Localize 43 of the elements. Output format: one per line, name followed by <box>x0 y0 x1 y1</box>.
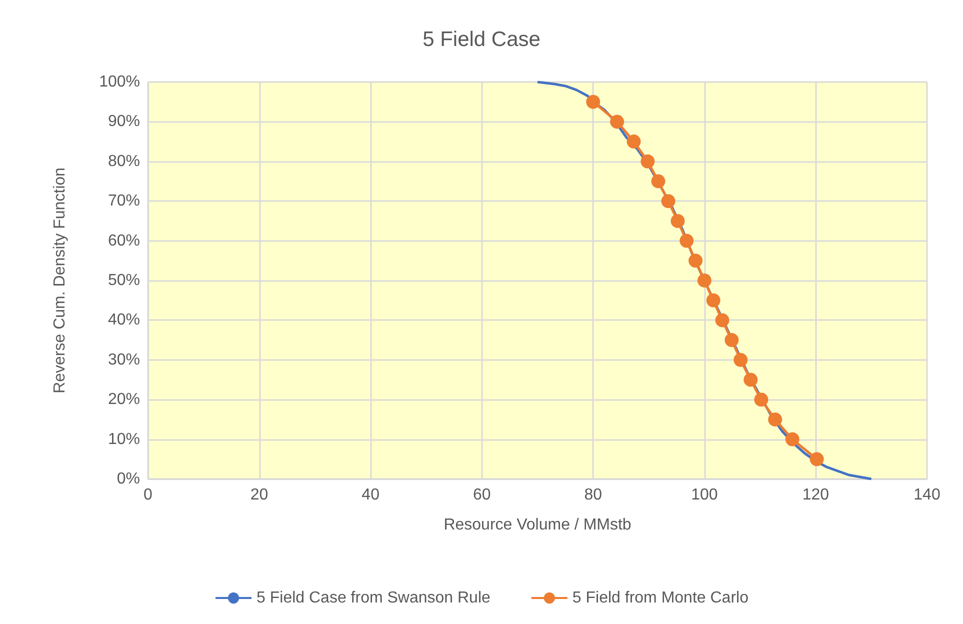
point <box>688 254 703 268</box>
point <box>754 392 768 407</box>
chart-title: 5 Field Case <box>422 28 540 51</box>
point <box>661 194 676 208</box>
y-tick-label: 10% <box>108 430 140 448</box>
point <box>586 94 600 109</box>
point <box>640 154 655 168</box>
point <box>706 293 720 308</box>
y-tick-label: 100% <box>99 74 140 90</box>
x-tick-label: 60 <box>472 486 491 504</box>
x-tick-label: 40 <box>362 486 380 504</box>
y-axis-title: Reverse Cum. Density Function <box>52 168 68 394</box>
x-tick-label: 140 <box>914 486 940 504</box>
point <box>810 452 824 466</box>
point <box>785 432 800 446</box>
y-tick-label: 80% <box>108 152 140 170</box>
x-tick-label: 0 <box>144 486 153 504</box>
y-tick-label: 30% <box>108 351 140 368</box>
point <box>715 313 730 328</box>
legend-label: 5 Field Case from Swanson Rule <box>256 590 491 606</box>
x-tick-label: 120 <box>802 486 830 504</box>
point <box>670 214 685 228</box>
x-tick-label: 100 <box>691 486 718 504</box>
x-axis-title: Resource Volume / MMstb <box>444 516 632 534</box>
point <box>651 174 666 188</box>
y-tick-label: 70% <box>108 192 140 210</box>
y-tick-label: 60% <box>108 232 140 250</box>
point <box>626 134 641 149</box>
y-tick-label: 90% <box>108 113 140 130</box>
point <box>744 372 758 387</box>
point <box>734 352 748 367</box>
y-tick-label: 0% <box>116 470 140 488</box>
point <box>697 274 712 288</box>
y-tick-label: 20% <box>108 391 140 408</box>
y-tick-label: 40% <box>108 312 140 329</box>
y-tick-label: 50% <box>108 272 140 289</box>
point <box>768 412 782 426</box>
x-tick-label: 20 <box>250 486 268 504</box>
x-tick-label: 80 <box>584 486 602 504</box>
point <box>680 234 694 248</box>
point <box>610 114 624 129</box>
point <box>724 333 739 348</box>
legend-label: 5 Field from Monte Carlo <box>572 590 749 606</box>
